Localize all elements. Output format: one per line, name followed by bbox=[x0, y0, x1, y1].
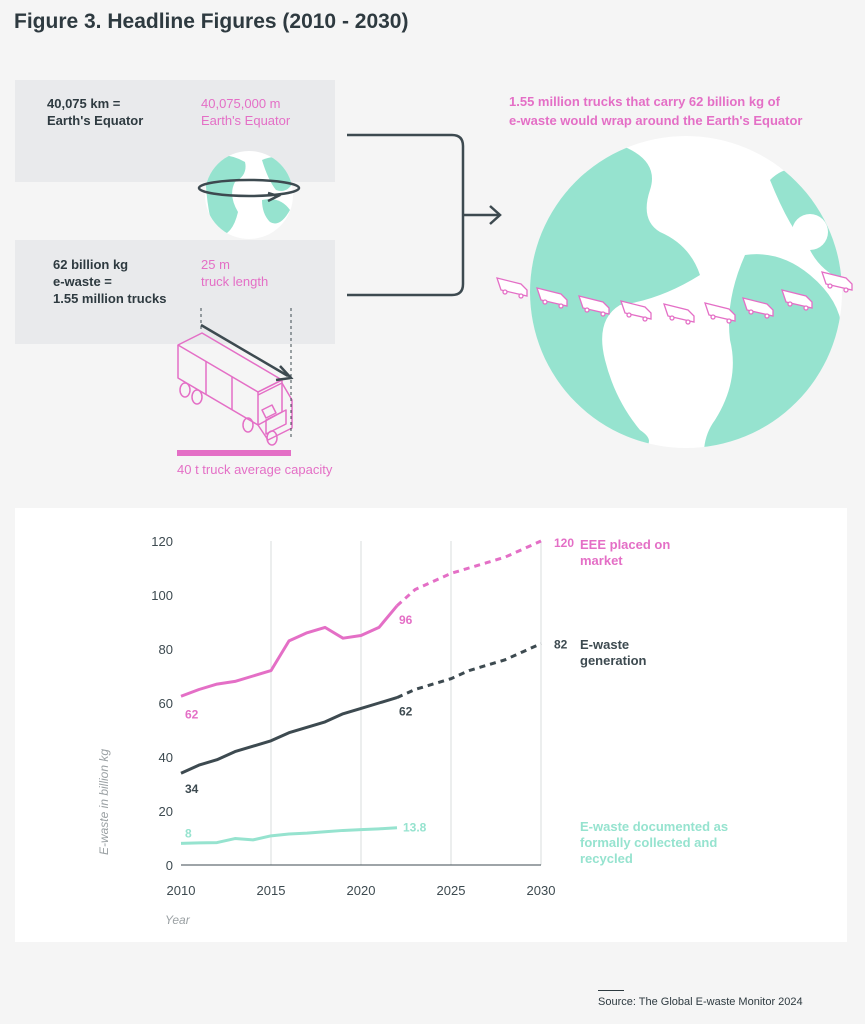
chart-panel bbox=[15, 508, 847, 942]
equator-info-box bbox=[15, 80, 335, 182]
earth-globe-icon bbox=[530, 136, 842, 448]
y-axis-title: E-waste in billion kg bbox=[97, 748, 111, 856]
capacity-bar bbox=[177, 450, 291, 456]
ewaste-kg-label-2: e-waste = bbox=[53, 274, 112, 289]
y-tick-0: 0 bbox=[166, 858, 173, 873]
y-tick-80: 80 bbox=[159, 642, 173, 657]
label-generation-proj: 82 bbox=[554, 638, 568, 652]
series-projection-generation bbox=[396, 642, 542, 699]
series-line-eee bbox=[180, 604, 399, 698]
x-tick-2015: 2015 bbox=[257, 883, 286, 898]
equator-trucks bbox=[496, 271, 853, 325]
legend-generation-line-1: E-waste bbox=[580, 637, 630, 652]
truck-length-label-2: truck length bbox=[201, 274, 269, 289]
wrap-text-line-1: 1.55 million trucks that carry 62 billio… bbox=[509, 94, 780, 109]
legend-eee-line-1: EEE placed on bbox=[580, 537, 671, 552]
chart-series bbox=[180, 539, 542, 845]
small-globe-icon bbox=[197, 151, 301, 239]
ewaste-kg-label-3: 1.55 million trucks bbox=[53, 291, 167, 306]
source-note: Source: The Global E-waste Monitor 2024 bbox=[598, 996, 803, 1008]
series-line-generation bbox=[180, 696, 398, 775]
truck-info-box bbox=[15, 240, 335, 344]
label-generation-end: 62 bbox=[399, 705, 413, 719]
y-tick-120: 120 bbox=[151, 534, 173, 549]
chart-grid bbox=[181, 541, 542, 866]
infographic-illustration bbox=[177, 133, 853, 456]
page-title: Figure 3. Headline Figures (2010 - 2030) bbox=[14, 10, 409, 33]
wrap-text-line-2: e-waste would wrap around the Earth's Eq… bbox=[509, 113, 803, 128]
source-rule bbox=[598, 990, 624, 991]
equator-km-label-2: Earth's Equator bbox=[47, 113, 144, 128]
equator-m-label-2: Earth's Equator bbox=[201, 113, 291, 128]
legend-recycled-line-2: formally collected and bbox=[580, 835, 718, 850]
truck-capacity-label: 40 t truck average capacity bbox=[177, 462, 333, 477]
y-tick-100: 100 bbox=[151, 588, 173, 603]
label-recycled-end: 13.8 bbox=[403, 821, 427, 835]
equator-m-label: 40,075,000 m bbox=[201, 96, 281, 111]
label-eee-start: 62 bbox=[185, 707, 199, 721]
y-tick-40: 40 bbox=[159, 750, 173, 765]
label-recycled-start: 8 bbox=[185, 826, 192, 840]
x-tick-2020: 2020 bbox=[347, 883, 376, 898]
series-line-recycled bbox=[180, 826, 398, 845]
x-tick-2010: 2010 bbox=[167, 883, 196, 898]
x-tick-2030: 2030 bbox=[527, 883, 556, 898]
label-eee-proj: 120 bbox=[554, 536, 574, 550]
bracket-arrow bbox=[347, 133, 502, 297]
y-tick-60: 60 bbox=[159, 696, 173, 711]
label-eee-end: 96 bbox=[399, 613, 413, 627]
x-axis-title: Year bbox=[165, 913, 190, 927]
legend-recycled-line-1: E-waste documented as bbox=[580, 819, 729, 834]
truck-length-label: 25 m bbox=[201, 257, 230, 272]
x-tick-2025: 2025 bbox=[437, 883, 466, 898]
truck-icon bbox=[177, 332, 293, 446]
ewaste-kg-label: 62 billion kg bbox=[53, 257, 129, 272]
legend-generation-line-2: generation bbox=[580, 653, 647, 668]
label-generation-start: 34 bbox=[185, 782, 199, 796]
y-tick-20: 20 bbox=[159, 804, 173, 819]
legend-recycled-line-3: recycled bbox=[580, 851, 633, 866]
legend-eee-line-2: market bbox=[580, 553, 623, 568]
chart-labels: 2010 2015 2020 2025 2030 0 20 40 60 80 100 120 62 96 1… bbox=[151, 534, 574, 898]
equator-km-label: 40,075 km = bbox=[47, 96, 121, 111]
series-projection-eee bbox=[395, 539, 542, 607]
